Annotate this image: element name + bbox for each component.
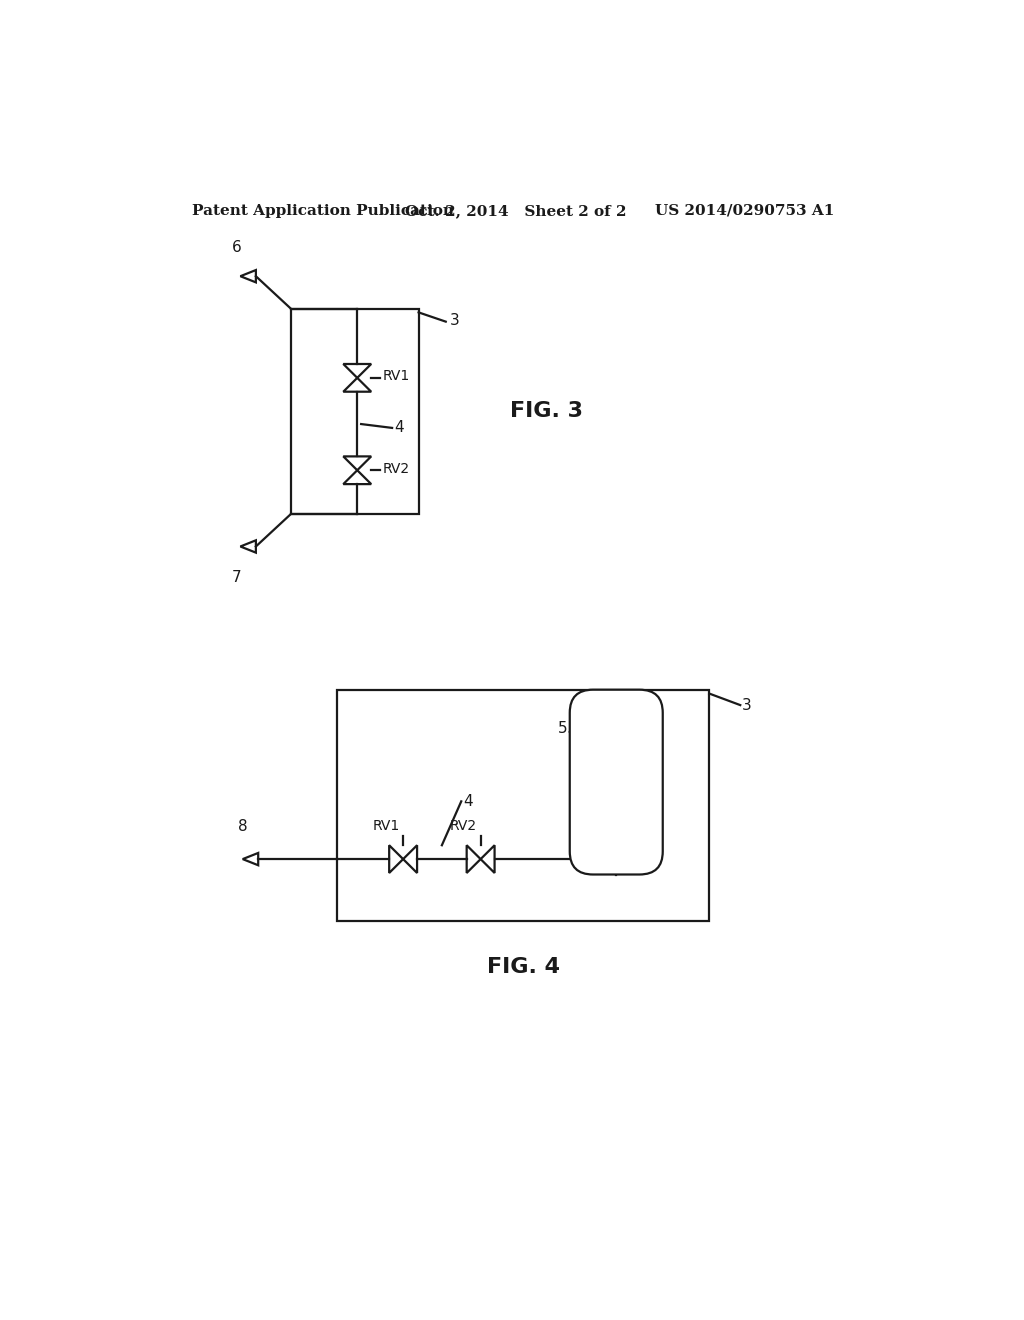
Bar [291, 309, 419, 515]
FancyBboxPatch shape [569, 689, 663, 874]
Text: 5: 5 [558, 721, 567, 735]
Bar [337, 689, 710, 921]
Text: US 2014/0290753 A1: US 2014/0290753 A1 [655, 203, 835, 218]
Text: 7: 7 [231, 570, 242, 585]
Text: 6: 6 [231, 240, 242, 255]
Text: 3: 3 [450, 313, 460, 327]
Text: RV2: RV2 [450, 818, 477, 833]
Text: Oct. 2, 2014   Sheet 2 of 2: Oct. 2, 2014 Sheet 2 of 2 [406, 203, 627, 218]
Text: 3: 3 [741, 697, 752, 713]
Text: 4: 4 [394, 420, 404, 436]
Text: FIG. 4: FIG. 4 [486, 957, 560, 977]
Text: RV2: RV2 [383, 462, 410, 475]
Text: Patent Application Publication: Patent Application Publication [191, 203, 454, 218]
Text: RV1: RV1 [383, 370, 410, 383]
Text: RV1: RV1 [373, 818, 399, 833]
Text: 8: 8 [238, 820, 248, 834]
Text: 4: 4 [463, 793, 472, 809]
Text: FIG. 3: FIG. 3 [510, 401, 583, 421]
